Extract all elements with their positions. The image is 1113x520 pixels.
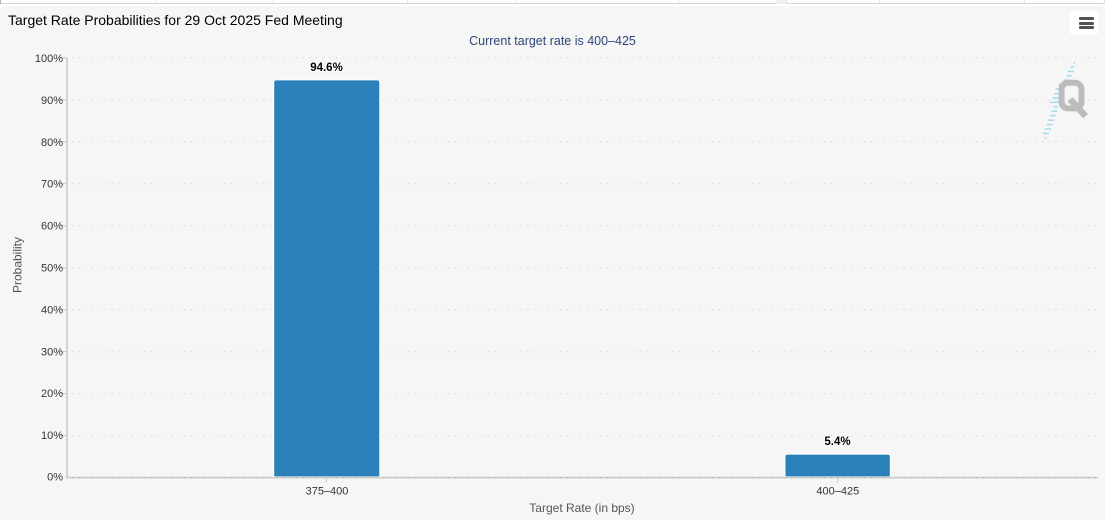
- svg-text:0%: 0%: [47, 472, 63, 484]
- svg-text:70%: 70%: [41, 179, 63, 191]
- svg-text:400–425: 400–425: [816, 486, 859, 498]
- svg-text:94.6%: 94.6%: [310, 62, 343, 74]
- svg-text:Target Rate (in bps): Target Rate (in bps): [529, 501, 634, 515]
- svg-text:375–400: 375–400: [306, 486, 349, 498]
- svg-text:80%: 80%: [41, 137, 63, 149]
- svg-text:60%: 60%: [41, 221, 63, 233]
- svg-text:100%: 100%: [35, 53, 63, 65]
- svg-text:50%: 50%: [41, 263, 63, 275]
- svg-text:40%: 40%: [41, 304, 63, 316]
- svg-text:90%: 90%: [41, 95, 63, 107]
- svg-text:5.4%: 5.4%: [824, 436, 850, 448]
- svg-text:Target Rate Probabilities for: Target Rate Probabilities for 29 Oct 202…: [8, 12, 343, 28]
- svg-text:Current target rate is 400–425: Current target rate is 400–425: [469, 34, 636, 48]
- svg-text:30%: 30%: [41, 346, 63, 358]
- svg-text:20%: 20%: [41, 388, 63, 400]
- svg-text:10%: 10%: [41, 430, 63, 442]
- svg-text:Probability: Probability: [11, 237, 25, 293]
